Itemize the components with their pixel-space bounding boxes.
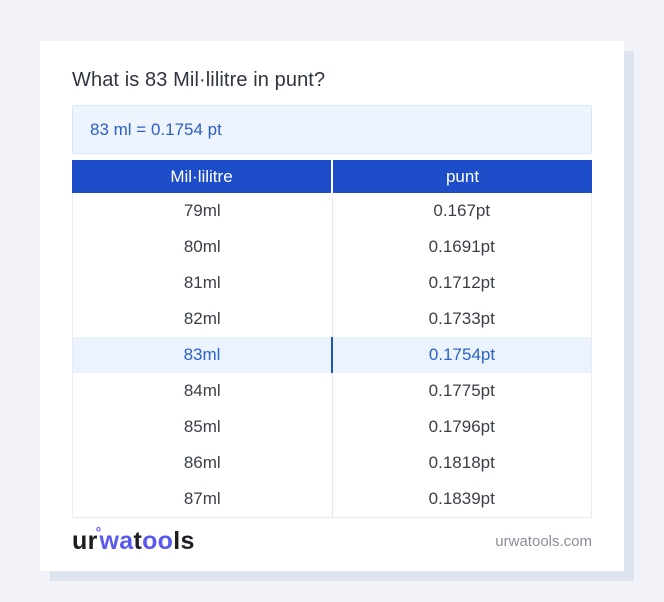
- millilitre-cell: 79ml: [73, 193, 333, 229]
- footer-site-label: urwatools.com: [495, 532, 592, 550]
- table-body: 79ml 0.167pt 80ml 0.1691pt 81ml 0.1712pt…: [72, 193, 592, 518]
- punt-cell: 0.167pt: [433, 201, 491, 220]
- table-row: 81ml 0.1712pt: [73, 265, 591, 301]
- punt-cell: 0.1691pt: [428, 237, 495, 256]
- column-header-punt: punt: [333, 160, 592, 193]
- punt-cell: 0.1775pt: [428, 381, 495, 400]
- millilitre-cell: 83ml: [73, 337, 333, 373]
- millilitre-cell: 86ml: [73, 445, 333, 481]
- punt-cell: 0.1839pt: [428, 489, 495, 508]
- logo-text-t: t: [133, 526, 143, 555]
- logo-text-oo: oo: [142, 526, 174, 555]
- punt-cell: 0.1818pt: [428, 453, 495, 472]
- urwatools-logo[interactable]: ur°watools: [72, 523, 195, 556]
- conversion-result-text: 83 ml = 0.1754 pt: [90, 119, 222, 139]
- table-row: 85ml 0.1796pt: [73, 409, 591, 445]
- millilitre-cell: 81ml: [73, 265, 333, 301]
- millilitre-cell: 85ml: [73, 409, 333, 445]
- table-header-row: Mil·lilitre punt: [72, 160, 592, 193]
- punt-cell: 0.1754pt: [428, 345, 496, 364]
- millilitre-cell: 87ml: [73, 481, 333, 517]
- logo-text-wa: wa: [99, 526, 134, 555]
- table-row: 84ml 0.1775pt: [73, 373, 591, 409]
- punt-cell: 0.1712pt: [428, 273, 495, 292]
- table-row: 87ml 0.1839pt: [73, 481, 591, 517]
- millilitre-cell: 80ml: [73, 229, 333, 265]
- card-footer: ur°watools urwatools.com: [72, 518, 592, 564]
- punt-cell: 0.1733pt: [428, 309, 495, 328]
- conversion-table: Mil·lilitre punt 79ml 0.167pt 80ml 0.169…: [72, 160, 592, 518]
- conversion-card: What is 83 Mil·lilitre in punt? 83 ml = …: [40, 41, 624, 571]
- table-row: 79ml 0.167pt: [73, 193, 591, 229]
- logo-text-ur: ur: [72, 526, 98, 555]
- table-row: 83ml 0.1754pt: [73, 337, 591, 373]
- millilitre-cell: 84ml: [73, 373, 333, 409]
- conversion-result-box: 83 ml = 0.1754 pt: [72, 105, 592, 154]
- page-title: What is 83 Mil·lilitre in punt?: [72, 69, 326, 91]
- logo-ring-icon: °: [95, 523, 102, 540]
- column-header-millilitre: Mil·lilitre: [72, 160, 333, 193]
- punt-cell: 0.1796pt: [428, 417, 495, 436]
- logo-text-ls: ls: [173, 526, 195, 555]
- millilitre-cell: 82ml: [73, 301, 333, 337]
- table-row: 80ml 0.1691pt: [73, 229, 591, 265]
- table-row: 86ml 0.1818pt: [73, 445, 591, 481]
- table-row: 82ml 0.1733pt: [73, 301, 591, 337]
